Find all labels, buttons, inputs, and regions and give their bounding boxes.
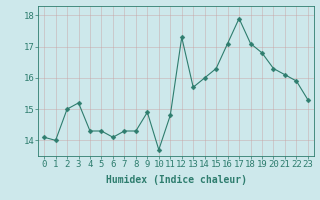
X-axis label: Humidex (Indice chaleur): Humidex (Indice chaleur) bbox=[106, 175, 246, 185]
